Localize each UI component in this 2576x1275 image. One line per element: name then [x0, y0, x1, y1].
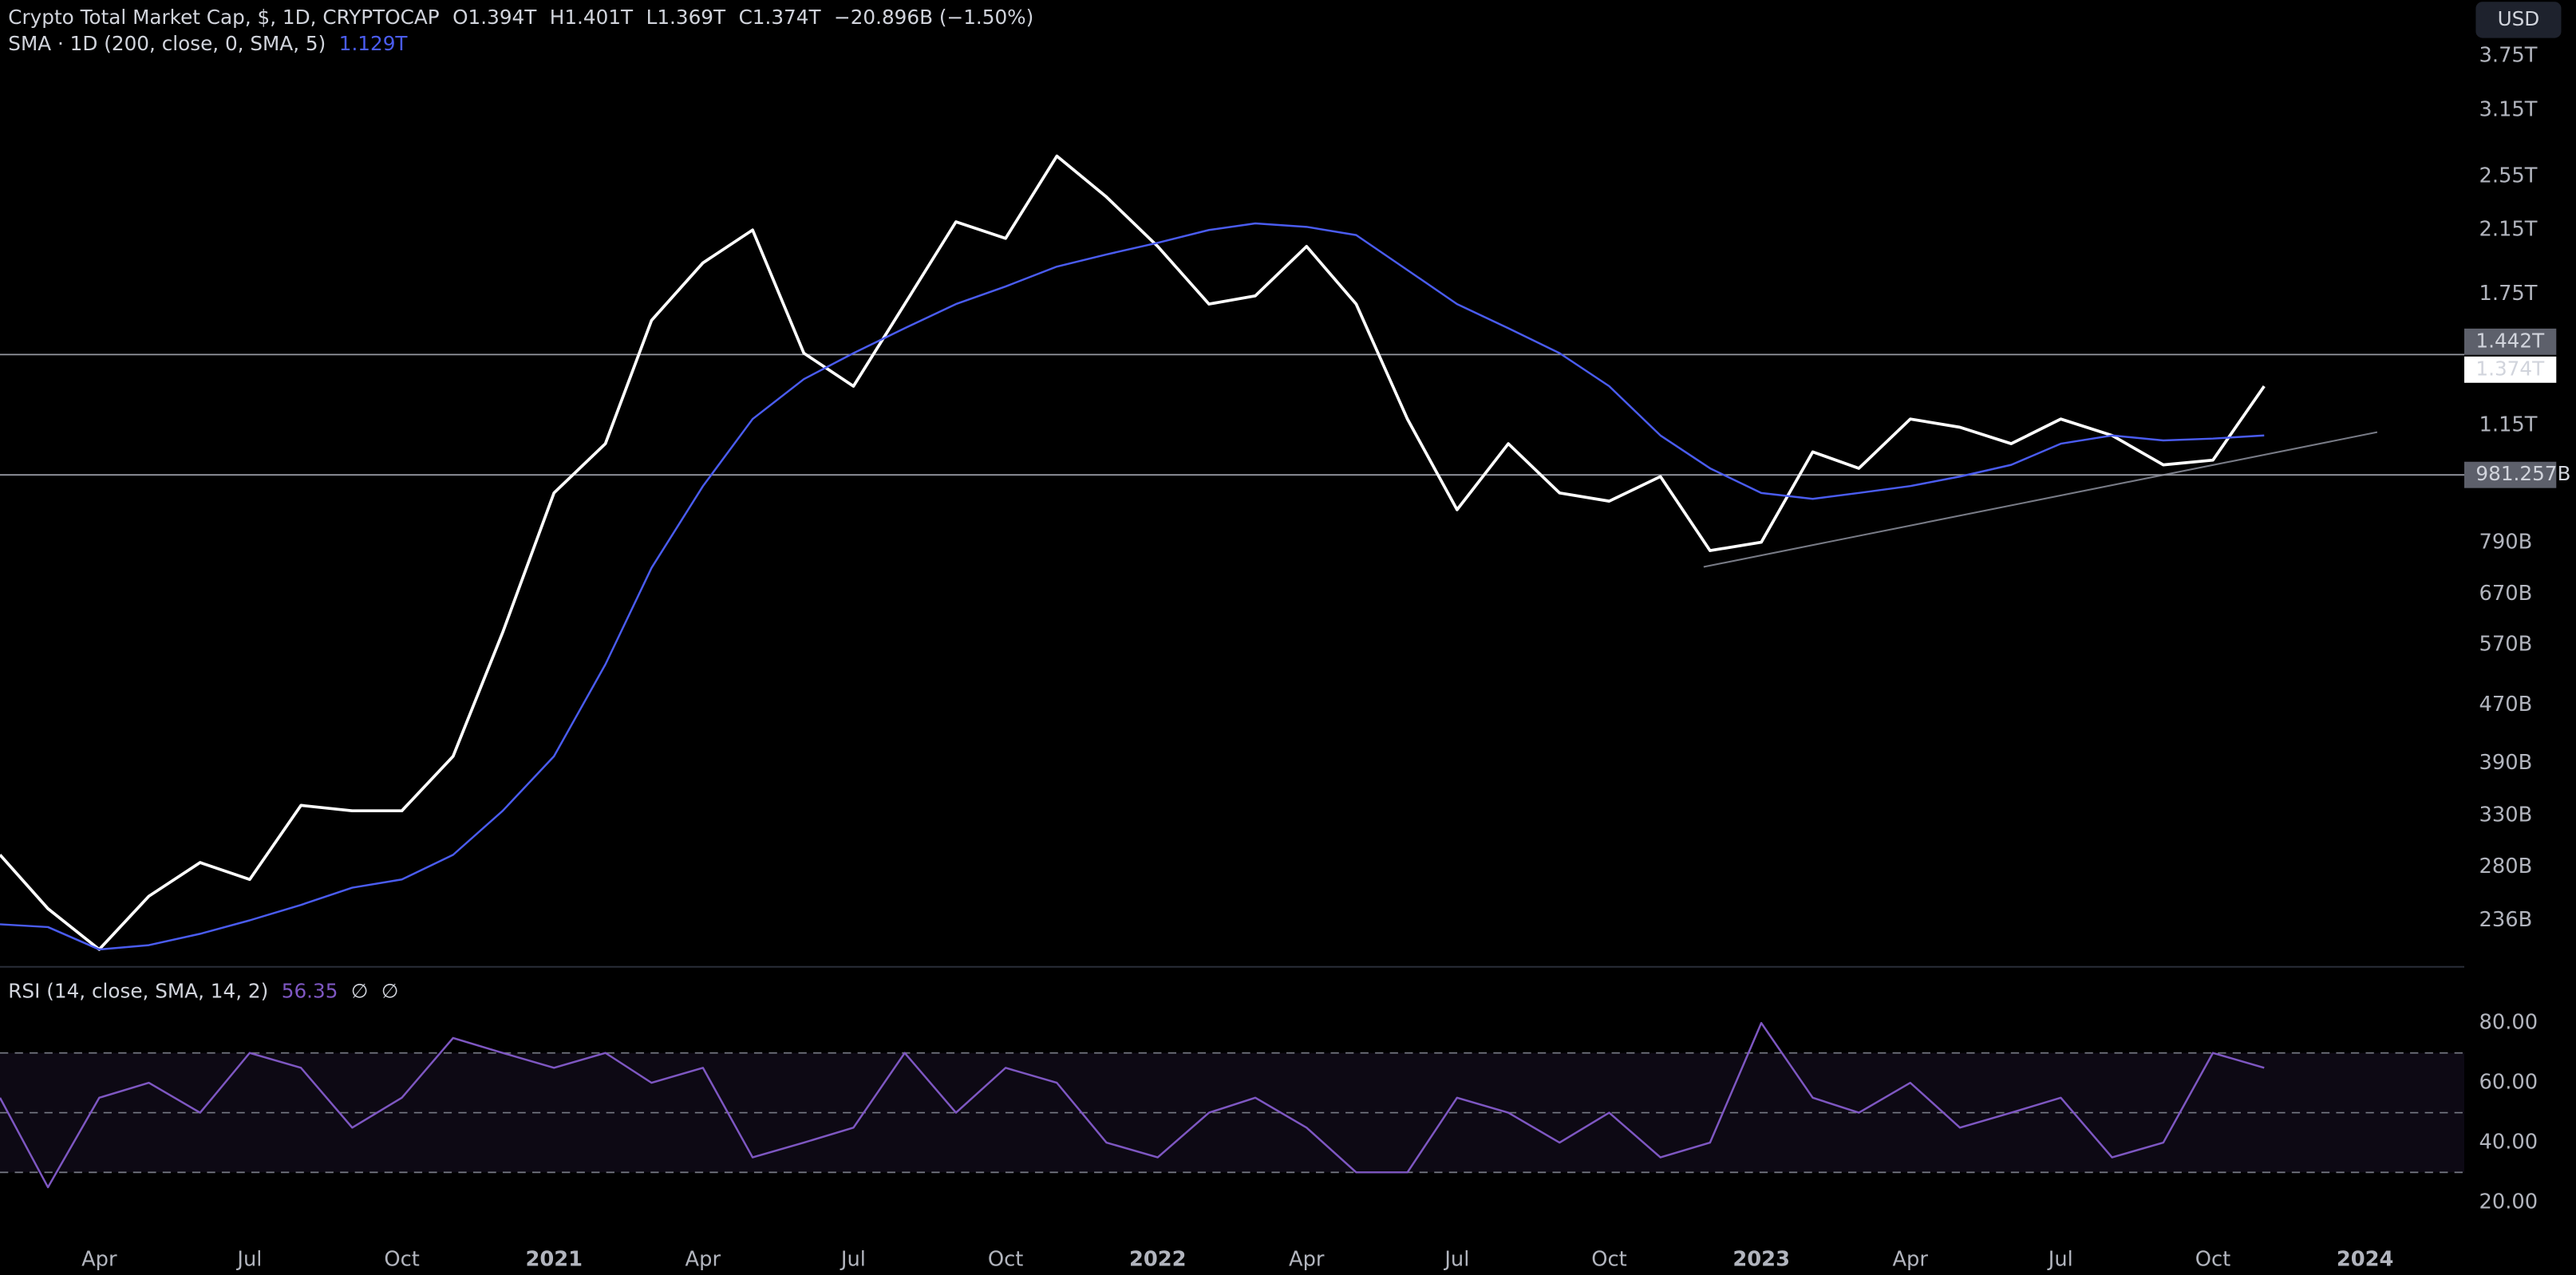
price-label-box [2464, 328, 2557, 355]
x-tick-label: Jul [840, 1248, 866, 1272]
trend-line [1703, 431, 2378, 568]
y-tick-label: 1.15T [2479, 413, 2538, 437]
ohlc-value: L1.369T [646, 6, 726, 29]
y-tick-label: 1.75T [2479, 282, 2538, 306]
ohlc-value: O1.394T [452, 6, 537, 29]
x-tick-label: Oct [2195, 1248, 2230, 1272]
legend-title: RSI (14, close, SMA, 14, 2) [8, 980, 268, 1003]
series-line [0, 1021, 2265, 1189]
x-tick-label: Apr [685, 1248, 721, 1272]
x-tick-label: Jul [235, 1248, 262, 1272]
x-tick-label: Apr [81, 1248, 117, 1272]
legend-series-name: SMA · 1D (200, close, 0, SMA, 5) [8, 32, 326, 55]
y-tick-label: 570B [2479, 633, 2533, 657]
legend: Crypto Total Market Cap, $, 1D, CRYPTOCA… [8, 6, 1033, 29]
change-value: −20.896B (−1.50%) [834, 6, 1033, 29]
price-label: 981.257B [2475, 462, 2570, 485]
y-tick-label: 330B [2479, 803, 2533, 827]
ohlc-value: C1.374T [739, 6, 822, 29]
x-tick-label: Jul [2047, 1248, 2073, 1272]
x-tick-label: Oct [988, 1248, 1023, 1272]
currency-label: USD [2498, 7, 2540, 30]
y-tick-label: 80.00 [2479, 1011, 2538, 1035]
x-tick-label: Jul [1443, 1248, 1469, 1272]
legend-value: 1.129T [339, 32, 409, 55]
y-tick-label: 236B [2479, 908, 2533, 932]
x-tick-label: 2023 [1732, 1248, 1790, 1272]
y-tick-label: 2.15T [2479, 217, 2538, 241]
y-tick-label: 280B [2479, 855, 2533, 878]
legend: SMA · 1D (200, close, 0, SMA, 5) 1.129T [8, 32, 408, 55]
y-tick-label: 2.55T [2479, 164, 2538, 188]
y-tick-label: 60.00 [2479, 1071, 2538, 1095]
y-tick-label: 470B [2479, 693, 2533, 716]
legend-marker: ∅ [351, 980, 369, 1003]
legend-value: 56.35 [282, 980, 338, 1003]
price-label: 1.442T [2475, 329, 2545, 352]
y-tick-label: 790B [2479, 531, 2533, 555]
y-tick-label: 20.00 [2479, 1190, 2538, 1214]
y-tick-label: 40.00 [2479, 1130, 2538, 1154]
x-tick-label: Apr [1289, 1248, 1325, 1272]
x-tick-label: 2022 [1129, 1248, 1187, 1272]
x-tick-label: Oct [1591, 1248, 1626, 1272]
series-line [0, 222, 2265, 951]
last-price-label: 1.374T [2475, 357, 2545, 380]
legend: RSI (14, close, SMA, 14, 2) 56.35 ∅ ∅ [8, 980, 398, 1003]
series-line [0, 154, 2266, 951]
legend-title: Crypto Total Market Cap, $, 1D, CRYPTOCA… [8, 6, 439, 29]
y-tick-label: 670B [2479, 582, 2533, 606]
legend-marker: ∅ [381, 980, 399, 1003]
ohlc-value: H1.401T [550, 6, 634, 29]
y-tick-label: 3.75T [2479, 43, 2538, 67]
currency-button[interactable] [2475, 2, 2562, 38]
last-price-box [2464, 356, 2557, 383]
x-tick-label: Oct [384, 1248, 419, 1272]
x-tick-label: 2021 [525, 1248, 583, 1272]
y-tick-label: 3.15T [2479, 98, 2538, 122]
x-tick-label: Apr [1892, 1248, 1928, 1272]
y-tick-label: 390B [2479, 751, 2533, 775]
x-tick-label: 2024 [2337, 1248, 2394, 1272]
price-label-box [2464, 461, 2557, 488]
